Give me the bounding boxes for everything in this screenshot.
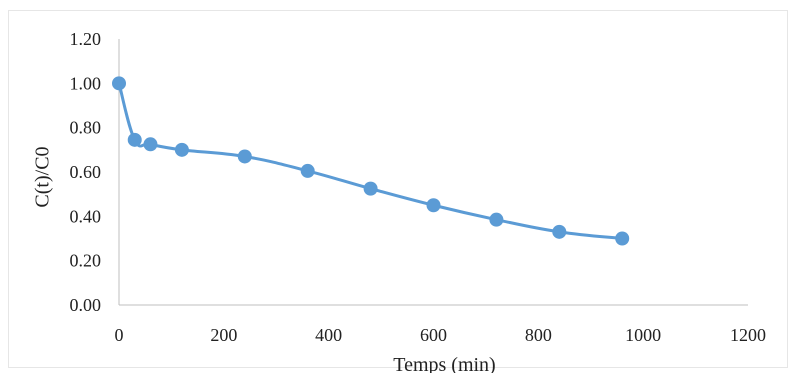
chart-frame — [8, 10, 788, 368]
x-tick-label: 1000 — [625, 325, 661, 345]
axes — [118, 39, 748, 306]
y-tick-label: 0.00 — [70, 295, 102, 315]
x-tick-label: 0 — [115, 325, 124, 345]
x-tick-label: 400 — [315, 325, 342, 345]
data-point — [363, 181, 378, 196]
y-tick-label: 0.60 — [70, 162, 102, 182]
data-point — [552, 224, 567, 239]
data-point — [300, 163, 315, 178]
data-point — [426, 198, 441, 213]
y-tick-label: 1.00 — [70, 73, 102, 93]
y-tick-labels: 0.00 0.20 0.40 0.60 0.80 1.00 1.20 — [70, 29, 102, 315]
series-markers — [112, 76, 630, 246]
y-tick-label: 0.80 — [70, 118, 102, 138]
x-tick-labels: 0 200 400 600 800 1000 1200 — [115, 325, 767, 345]
x-tick-label: 600 — [420, 325, 447, 345]
y-tick-label: 1.20 — [70, 29, 102, 49]
data-point — [112, 76, 126, 91]
x-axis-title: Temps (min) — [393, 354, 495, 373]
y-axis-title: C(t)/C0 — [32, 146, 54, 207]
series-line — [117, 81, 624, 240]
x-tick-label: 200 — [210, 325, 237, 345]
x-tick-label: 1200 — [730, 325, 766, 345]
data-point — [143, 137, 158, 152]
data-point — [489, 212, 504, 227]
data-point — [615, 231, 630, 246]
y-tick-label: 0.20 — [70, 251, 102, 271]
data-point — [174, 142, 189, 157]
data-point — [237, 149, 252, 164]
x-tick-label: 800 — [525, 325, 552, 345]
data-point — [127, 132, 142, 147]
y-tick-label: 0.40 — [70, 206, 102, 226]
